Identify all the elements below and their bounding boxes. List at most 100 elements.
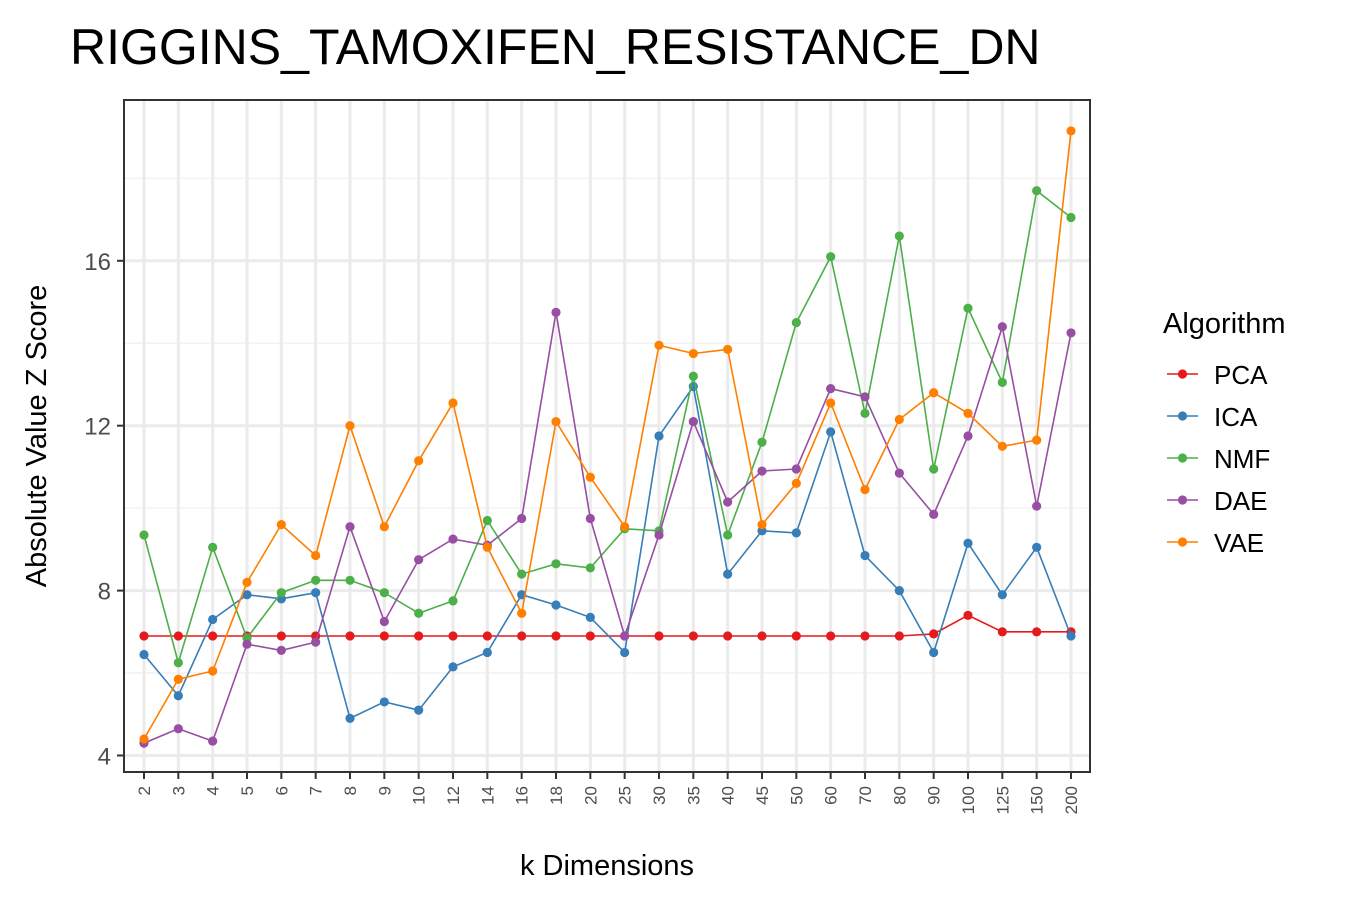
- data-point-nmf: [929, 464, 939, 474]
- y-tick-label: 8: [98, 579, 111, 606]
- data-point-vae: [1066, 126, 1076, 136]
- legend-item-vae: VAE: [1167, 528, 1264, 558]
- data-point-ica: [860, 550, 870, 561]
- data-point-pca: [997, 627, 1007, 637]
- x-tick-label: 6: [272, 786, 291, 795]
- data-point-dae: [894, 468, 904, 478]
- data-point-dae: [654, 530, 664, 540]
- data-point-dae: [379, 616, 389, 627]
- legend-label-dae: DAE: [1214, 486, 1267, 516]
- legend-item-nmf: NMF: [1167, 444, 1270, 474]
- data-point-nmf: [826, 252, 836, 262]
- data-point-pca: [517, 631, 527, 641]
- series-line-nmf: [143, 189, 1072, 666]
- legend: Algorithm PCA ICA NMF DAE VAE: [1163, 308, 1286, 558]
- data-point-pca: [894, 631, 904, 641]
- y-axis-label: Absolute Value Z Score: [21, 285, 53, 588]
- data-point-dae: [242, 639, 252, 649]
- x-tick-label: 7: [307, 786, 326, 795]
- x-tick-label: 70: [856, 786, 875, 805]
- series-line-vae: [143, 130, 1072, 740]
- series-pca: [139, 610, 1076, 641]
- data-point-nmf: [345, 575, 355, 585]
- data-point-ica: [723, 569, 733, 579]
- data-point-pca: [208, 631, 218, 641]
- data-point-pca: [585, 631, 595, 641]
- x-tick-label: 14: [478, 786, 497, 805]
- data-point-vae: [860, 484, 870, 495]
- data-point-ica: [585, 612, 595, 622]
- data-point-vae: [208, 666, 218, 676]
- data-point-dae: [448, 534, 458, 544]
- x-tick-label: 90: [925, 786, 944, 805]
- data-point-vae: [517, 608, 527, 618]
- data-point-ica: [414, 705, 424, 715]
- data-point-nmf: [894, 231, 904, 241]
- series-layer: [139, 126, 1076, 748]
- data-point-vae: [173, 674, 183, 684]
- x-tick-label: 100: [959, 786, 978, 814]
- data-point-pca: [688, 631, 698, 641]
- legend-marker-ica: [1177, 411, 1188, 421]
- data-point-pca: [448, 631, 458, 641]
- x-tick-label: 80: [890, 786, 909, 805]
- data-point-vae: [997, 441, 1007, 451]
- series-line-dae: [143, 312, 1072, 744]
- data-point-dae: [688, 416, 698, 427]
- data-point-vae: [242, 577, 252, 587]
- data-point-pca: [482, 631, 492, 641]
- data-point-pca: [860, 631, 870, 641]
- x-tick-label: 25: [616, 786, 635, 805]
- data-point-nmf: [139, 530, 149, 540]
- y-tick-label: 4: [98, 744, 111, 771]
- data-point-vae: [654, 340, 664, 350]
- data-point-ica: [620, 647, 630, 658]
- legend-item-ica: ICA: [1167, 402, 1258, 432]
- data-point-vae: [482, 542, 492, 552]
- data-point-ica: [654, 431, 664, 441]
- data-point-vae: [620, 522, 630, 532]
- legend-marker-nmf: [1177, 453, 1188, 463]
- x-tick-label: 125: [993, 786, 1012, 814]
- data-point-ica: [894, 586, 904, 596]
- series-vae: [139, 126, 1076, 744]
- data-point-dae: [311, 637, 321, 647]
- data-point-dae: [551, 307, 561, 317]
- legend-marker-pca: [1177, 369, 1188, 379]
- data-point-vae: [757, 520, 767, 530]
- data-point-ica: [208, 614, 218, 625]
- x-tick-label: 20: [581, 786, 600, 805]
- data-point-pca: [791, 631, 801, 641]
- data-point-ica: [448, 662, 458, 672]
- data-point-pca: [757, 631, 767, 641]
- data-point-dae: [1066, 328, 1076, 338]
- x-axis-label: k Dimensions: [520, 850, 694, 882]
- data-point-pca: [1032, 627, 1042, 637]
- legend-label-nmf: NMF: [1214, 444, 1270, 474]
- data-point-nmf: [311, 575, 321, 585]
- legend-title: Algorithm: [1163, 308, 1286, 340]
- x-tick-label: 9: [375, 786, 394, 795]
- chart-title: RIGGINS_TAMOXIFEN_RESISTANCE_DN: [70, 19, 1041, 75]
- data-point-dae: [414, 555, 424, 565]
- data-point-pca: [414, 631, 424, 641]
- x-tick-label: 16: [513, 786, 532, 805]
- data-point-nmf: [517, 569, 527, 579]
- x-tick-label: 8: [341, 786, 360, 795]
- data-point-nmf: [688, 371, 698, 381]
- data-point-ica: [963, 538, 973, 548]
- x-tick-label: 3: [169, 786, 188, 795]
- data-point-vae: [414, 456, 424, 466]
- data-point-vae: [311, 550, 321, 561]
- data-point-ica: [173, 691, 183, 701]
- data-point-dae: [791, 464, 801, 474]
- x-tick-label: 4: [204, 786, 223, 795]
- y-tick-label: 12: [84, 414, 111, 441]
- data-point-ica: [311, 588, 321, 598]
- data-point-vae: [894, 414, 904, 425]
- data-point-nmf: [482, 515, 492, 526]
- data-point-vae: [1032, 435, 1042, 445]
- data-point-vae: [585, 472, 595, 482]
